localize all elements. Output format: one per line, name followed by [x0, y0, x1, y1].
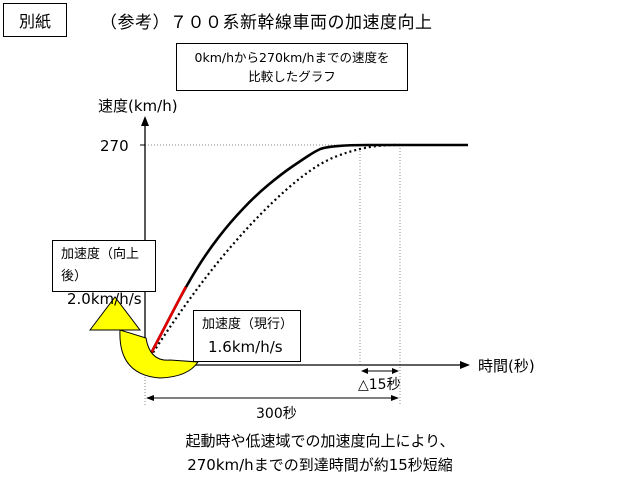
accel-segment-red: [143, 286, 187, 366]
diff-arrow-left: [361, 368, 368, 374]
callout-current-value: 1.6km/h/s: [208, 338, 283, 356]
attachment-tag: 別紙: [3, 3, 67, 37]
caption-line1: 起動時や低速域での加速度向上により、: [185, 432, 455, 450]
total-arrow-right: [391, 395, 399, 401]
total-arrow-left: [146, 395, 154, 401]
callout-current-label: 加速度（現行）: [202, 317, 294, 332]
y-tick-label: 270: [100, 137, 129, 155]
chart-note-box: 0km/hから270km/hまでの速度を 比較したグラフ: [176, 43, 408, 91]
callout-improved-accel: 加速度（向上後） 2.0km/h/s: [52, 240, 156, 308]
callout-improved-label: 加速度（向上後）: [61, 247, 140, 284]
chart-note-line1: 0km/hから270km/hまでの速度を: [194, 50, 390, 65]
diff-arrow-right: [392, 368, 399, 374]
curved-arrow-shape: [119, 329, 199, 379]
x-axis-label: 時間(秒): [478, 357, 535, 375]
curved-arrow-head: [88, 296, 142, 331]
callout-current-accel: 加速度（現行） 1.6km/h/s: [193, 310, 301, 362]
x-axis-arrow: [460, 361, 470, 369]
page-title: （参考）７００系新幹線車両の加速度向上: [100, 13, 433, 33]
total-label: 300秒: [256, 406, 297, 422]
y-axis-arrow: [141, 116, 149, 126]
series-current-line: [144, 143, 400, 366]
y-axis-label: 速度(km/h): [98, 97, 178, 115]
caption-line2: 270km/hまでの到達時間が約15秒短縮: [187, 456, 453, 474]
callout-improved-value: 2.0km/h/s: [67, 290, 142, 308]
chart-note-line2: 比較したグラフ: [248, 69, 336, 84]
diff-label: △15秒: [358, 377, 401, 393]
